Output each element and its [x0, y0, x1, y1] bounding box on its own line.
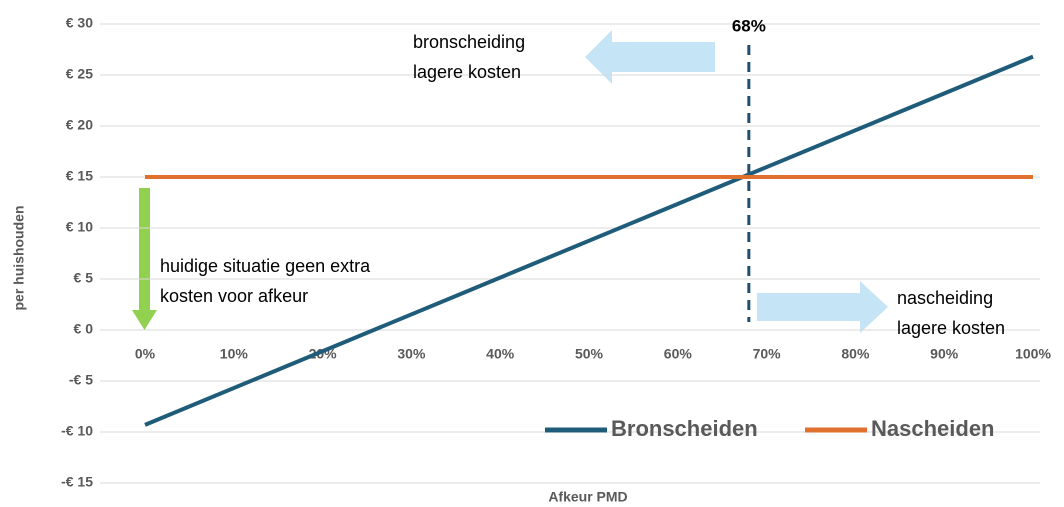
y-tick-label: -€ 15	[61, 474, 93, 490]
threshold-label: 68%	[732, 16, 766, 35]
y-tick-label: € 5	[74, 270, 94, 286]
x-tick-label: 70%	[753, 346, 782, 362]
x-tick-label: 30%	[397, 346, 426, 362]
x-tick-label: 10%	[220, 346, 249, 362]
arrow-left	[585, 30, 715, 84]
x-tick-label: 50%	[575, 346, 604, 362]
arrow-down	[132, 188, 157, 330]
note-text: lagere kosten	[897, 318, 1005, 338]
y-tick-label: € 20	[66, 117, 93, 133]
arrow-right	[757, 281, 888, 333]
x-tick-label: 0%	[135, 346, 156, 362]
x-axis-label: Afkeur PMD	[548, 489, 627, 505]
note-text: huidige situatie geen extra	[160, 256, 371, 276]
legend-label: Nascheiden	[871, 416, 995, 441]
y-tick-label: -€ 10	[61, 423, 93, 439]
y-axis-label: per huishouden	[11, 206, 27, 311]
y-tick-label: € 30	[66, 15, 93, 31]
note-text: lagere kosten	[413, 62, 521, 82]
legend-label: Bronscheiden	[611, 416, 758, 441]
x-tick-label: 60%	[664, 346, 693, 362]
x-tick-label: 80%	[841, 346, 870, 362]
y-tick-label: € 10	[66, 219, 93, 235]
y-tick-label: -€ 5	[69, 372, 93, 388]
y-tick-label: € 0	[74, 321, 94, 337]
y-tick-label: € 15	[66, 168, 93, 184]
x-tick-label: 90%	[930, 346, 959, 362]
note-text: bronscheiding	[413, 32, 525, 52]
x-tick-label: 40%	[486, 346, 515, 362]
x-tick-label: 100%	[1015, 346, 1051, 362]
note-text: nascheiding	[897, 288, 993, 308]
y-tick-label: € 25	[66, 66, 93, 82]
series-line	[144, 54, 1034, 427]
note-text: kosten voor afkeur	[160, 286, 308, 306]
